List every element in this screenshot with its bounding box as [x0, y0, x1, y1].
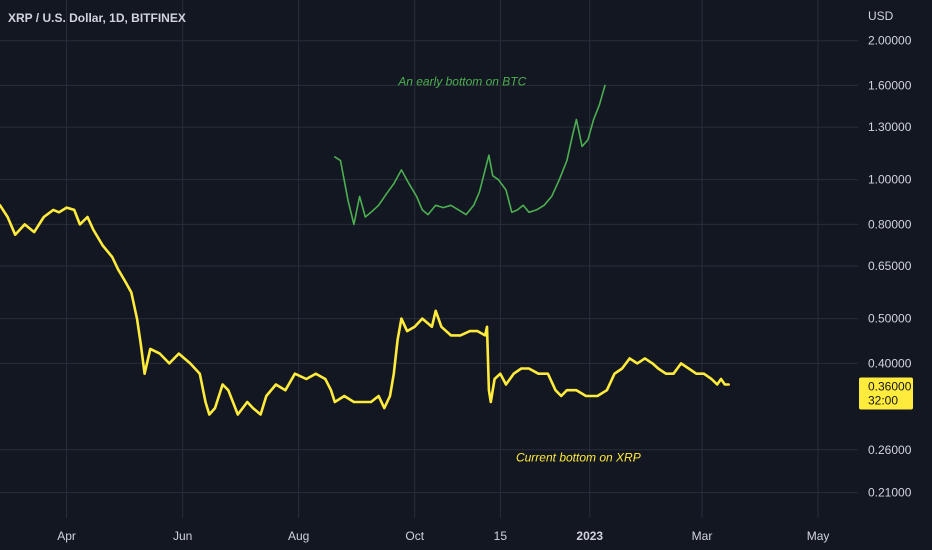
x-tick-label: Aug	[288, 529, 309, 543]
bar-countdown-label: 32:00	[868, 394, 898, 408]
x-tick-label: Jun	[173, 529, 192, 543]
x-tick-label: Oct	[405, 529, 424, 543]
y-tick-label: 0.21000	[868, 486, 912, 500]
y-tick-label: 1.30000	[868, 120, 912, 134]
btc-price-line	[334, 84, 606, 226]
annotations: An early bottom on BTC Current bottom on …	[397, 74, 640, 464]
y-tick-label: 2.00000	[868, 34, 912, 48]
annotation-label: Current bottom on XRP	[516, 451, 641, 465]
xrp-price-line	[0, 204, 730, 416]
series-group	[0, 84, 730, 416]
y-tick-label: 0.40000	[868, 356, 912, 370]
y-tick-label: 0.80000	[868, 217, 912, 231]
chart-title: XRP / U.S. Dollar, 1D, BITFINEX	[8, 11, 186, 25]
current-price-label: 0.36000	[868, 380, 912, 394]
annotation-label: An early bottom on BTC	[397, 74, 526, 88]
time-axis-panel[interactable]	[0, 518, 932, 550]
y-tick-label: 1.00000	[868, 173, 912, 187]
x-tick-label: May	[807, 529, 830, 543]
y-tick-label: 0.50000	[868, 312, 912, 326]
current-price-badge	[859, 377, 913, 410]
x-tick-label: 15	[494, 529, 508, 543]
y-tick-label: 0.65000	[868, 259, 912, 273]
x-tick-label: Apr	[57, 529, 76, 543]
y-tick-label: 0.26000	[868, 443, 912, 457]
currency-label: USD	[868, 9, 894, 23]
x-tick-label: 2023	[576, 529, 603, 543]
price-axis-panel[interactable]	[858, 0, 932, 518]
time-axis: Apr Jun Aug Oct 15 2023 Mar May	[57, 529, 829, 543]
price-axis: 2.00000 1.60000 1.30000 1.00000 0.80000 0.650…	[868, 34, 912, 500]
x-tick-label: Mar	[692, 529, 713, 543]
y-tick-label: 1.60000	[868, 78, 912, 92]
